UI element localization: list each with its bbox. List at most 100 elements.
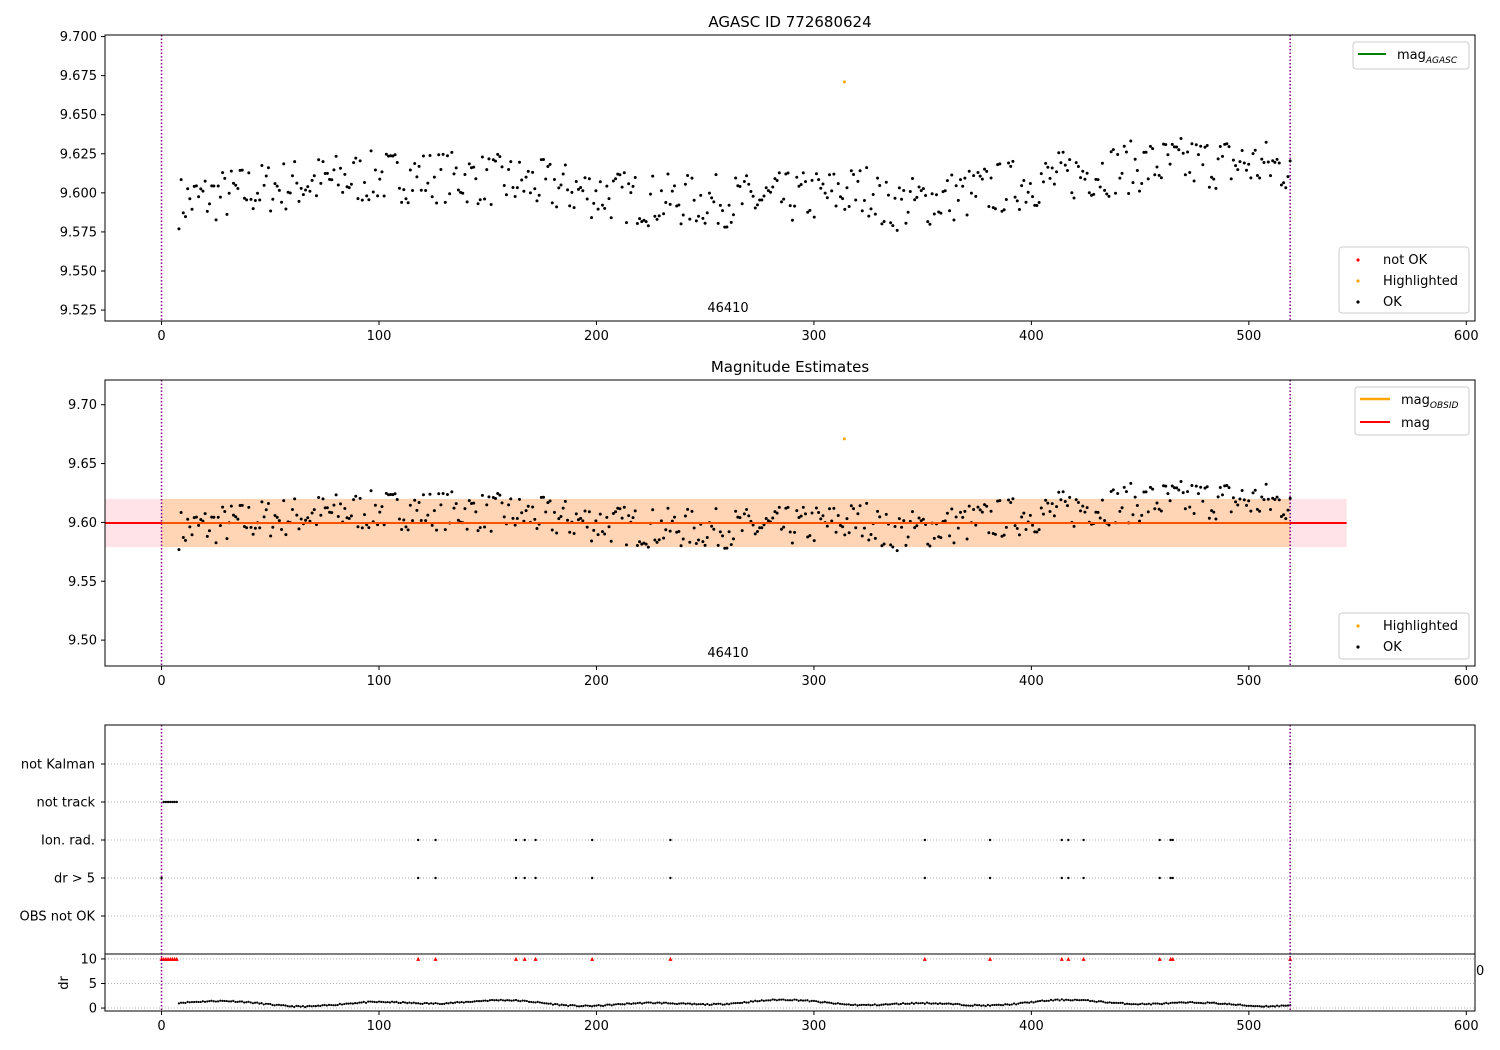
legend2-highlighted-marker [1356, 624, 1360, 628]
p2-ok-point-468 [1199, 485, 1203, 489]
p3-dr-point-328 [873, 1003, 876, 1006]
p1-ok-point-419 [1092, 192, 1096, 196]
p3-dr-ytick-label-1: 5 [89, 977, 97, 992]
p1-ok-point-83 [358, 159, 362, 163]
p1-ok-point-477 [1218, 144, 1222, 148]
p1-ok-point-178 [566, 188, 570, 192]
p3-dr-point-214 [625, 1002, 629, 1005]
p2-ok-point-48 [282, 499, 286, 503]
p3-dr-point-314 [843, 1003, 846, 1006]
p3-dr-point-346 [912, 1002, 916, 1005]
legend-ok-marker [1356, 300, 1360, 304]
p1-xtick-label-2: 200 [584, 329, 609, 344]
p3-dr-point-151 [488, 999, 492, 1002]
p2-ok-point-323 [882, 542, 886, 546]
p3-dr-point-235 [671, 1002, 674, 1005]
p2-ok-point-157 [520, 511, 524, 515]
p2-ok-point-49 [284, 533, 288, 537]
p2-ok-point-66 [321, 497, 325, 501]
p2-ok-point-175 [559, 515, 563, 519]
p3-dr-point-273 [754, 999, 757, 1002]
p1-ok-point-474 [1212, 177, 1216, 181]
p3-dr-point-275 [758, 999, 761, 1003]
p1-ok-point-271 [769, 190, 773, 194]
p1-ok-point-116 [430, 195, 434, 199]
p3-dr-point-218 [634, 1002, 637, 1005]
p1-ok-point-58 [304, 188, 308, 192]
p2-ok-point-433 [1122, 485, 1126, 489]
p1-ok-point-464 [1190, 142, 1194, 146]
p3-dr-point-300 [812, 999, 816, 1003]
p3-dr-point-66 [303, 1006, 307, 1009]
p3-dr-point-279 [767, 999, 770, 1002]
p1-ok-point-387 [1022, 178, 1026, 182]
p3-dr-point-220 [638, 1001, 642, 1004]
p2-ok-point-266 [758, 526, 762, 530]
p3-dr-point-438 [1112, 1001, 1116, 1004]
p2-ok-point-214 [644, 542, 648, 546]
p3-dr-point-454 [1147, 1002, 1150, 1005]
p3-flag-point-3-0 [160, 876, 163, 880]
p2-ok-point-174 [557, 517, 561, 521]
p2-ok-point-186 [583, 509, 587, 513]
p3-dr-point-512 [1273, 1005, 1277, 1008]
p1-ok-point-400 [1050, 166, 1054, 170]
p1-ok-point-151 [507, 168, 511, 172]
p3-dr-point-336 [891, 1002, 894, 1006]
p3-dr-point-430 [1095, 1000, 1098, 1004]
p2-ok-point-126 [452, 506, 456, 510]
p3-dr-point-146 [477, 999, 481, 1003]
p2-ok-point-298 [828, 507, 832, 511]
p3-dr-point-188 [569, 1004, 572, 1007]
p2-ok-point-169 [546, 501, 550, 505]
p3-dr-point-453 [1145, 1003, 1148, 1006]
p3-dr-point-179 [549, 1002, 552, 1005]
p3-dr-point-291 [793, 998, 796, 1001]
p2-ok-point-81 [354, 494, 358, 498]
p1-ok-point-489 [1244, 168, 1248, 172]
p1-ok-point-453 [1166, 153, 1170, 157]
p2-ok-point-31 [245, 526, 249, 530]
p2-ok-point-71 [332, 503, 336, 507]
p1-ok-point-394 [1037, 201, 1041, 205]
p3-dr-point-126 [434, 1001, 437, 1005]
p1-ok-point-283 [795, 175, 799, 179]
p3-dr-point-311 [836, 1002, 839, 1005]
p1-ok-point-357 [956, 198, 960, 202]
p2-ok-point-205 [624, 543, 628, 547]
p2-ok-point-491 [1249, 509, 1253, 513]
panel3-frame [104, 724, 1476, 1012]
p2-ok-point-428 [1111, 488, 1115, 492]
p2-ok-point-344 [928, 544, 932, 548]
p2-ok-point-72 [334, 493, 338, 497]
p1-ok-point-115 [428, 154, 432, 158]
p2-ok-point-474 [1212, 510, 1216, 514]
p3-dr-point-475 [1193, 1001, 1196, 1004]
p3-dr-point-149 [484, 999, 487, 1002]
p3-dr-point-166 [521, 999, 524, 1002]
p3-dr-point-194 [582, 1004, 585, 1008]
p1-ok-point-413 [1079, 176, 1083, 180]
p3-dr-point-472 [1186, 1001, 1190, 1004]
legend-not-ok-label: not OK [1383, 253, 1428, 268]
p1-ok-point-432 [1120, 171, 1124, 175]
p3-dr-point-431 [1097, 1000, 1100, 1003]
p2-ok-point-236 [692, 526, 696, 530]
p3-dr-point-408 [1047, 999, 1050, 1002]
p2-ok-point-446 [1151, 487, 1155, 491]
p2-ok-point-230 [679, 544, 683, 548]
p1-ok-point-181 [572, 206, 576, 210]
p1-ok-point-352 [945, 179, 949, 183]
p1-ok-point-95 [384, 152, 388, 156]
p3-dr-point-199 [593, 1004, 596, 1007]
p1-ok-point-255 [734, 176, 738, 180]
p3-dr-point-263 [732, 1002, 735, 1005]
p1-ok-point-505 [1279, 183, 1283, 187]
p2-ok-point-492 [1251, 491, 1255, 495]
p1-ok-point-471 [1205, 143, 1209, 147]
p1-ok-point-225 [668, 202, 672, 206]
p3-dr-point-477 [1197, 1001, 1200, 1004]
p2-ok-point-359 [961, 515, 965, 519]
p1-ok-point-179 [568, 204, 572, 208]
p1-ok-point-294 [819, 186, 823, 190]
